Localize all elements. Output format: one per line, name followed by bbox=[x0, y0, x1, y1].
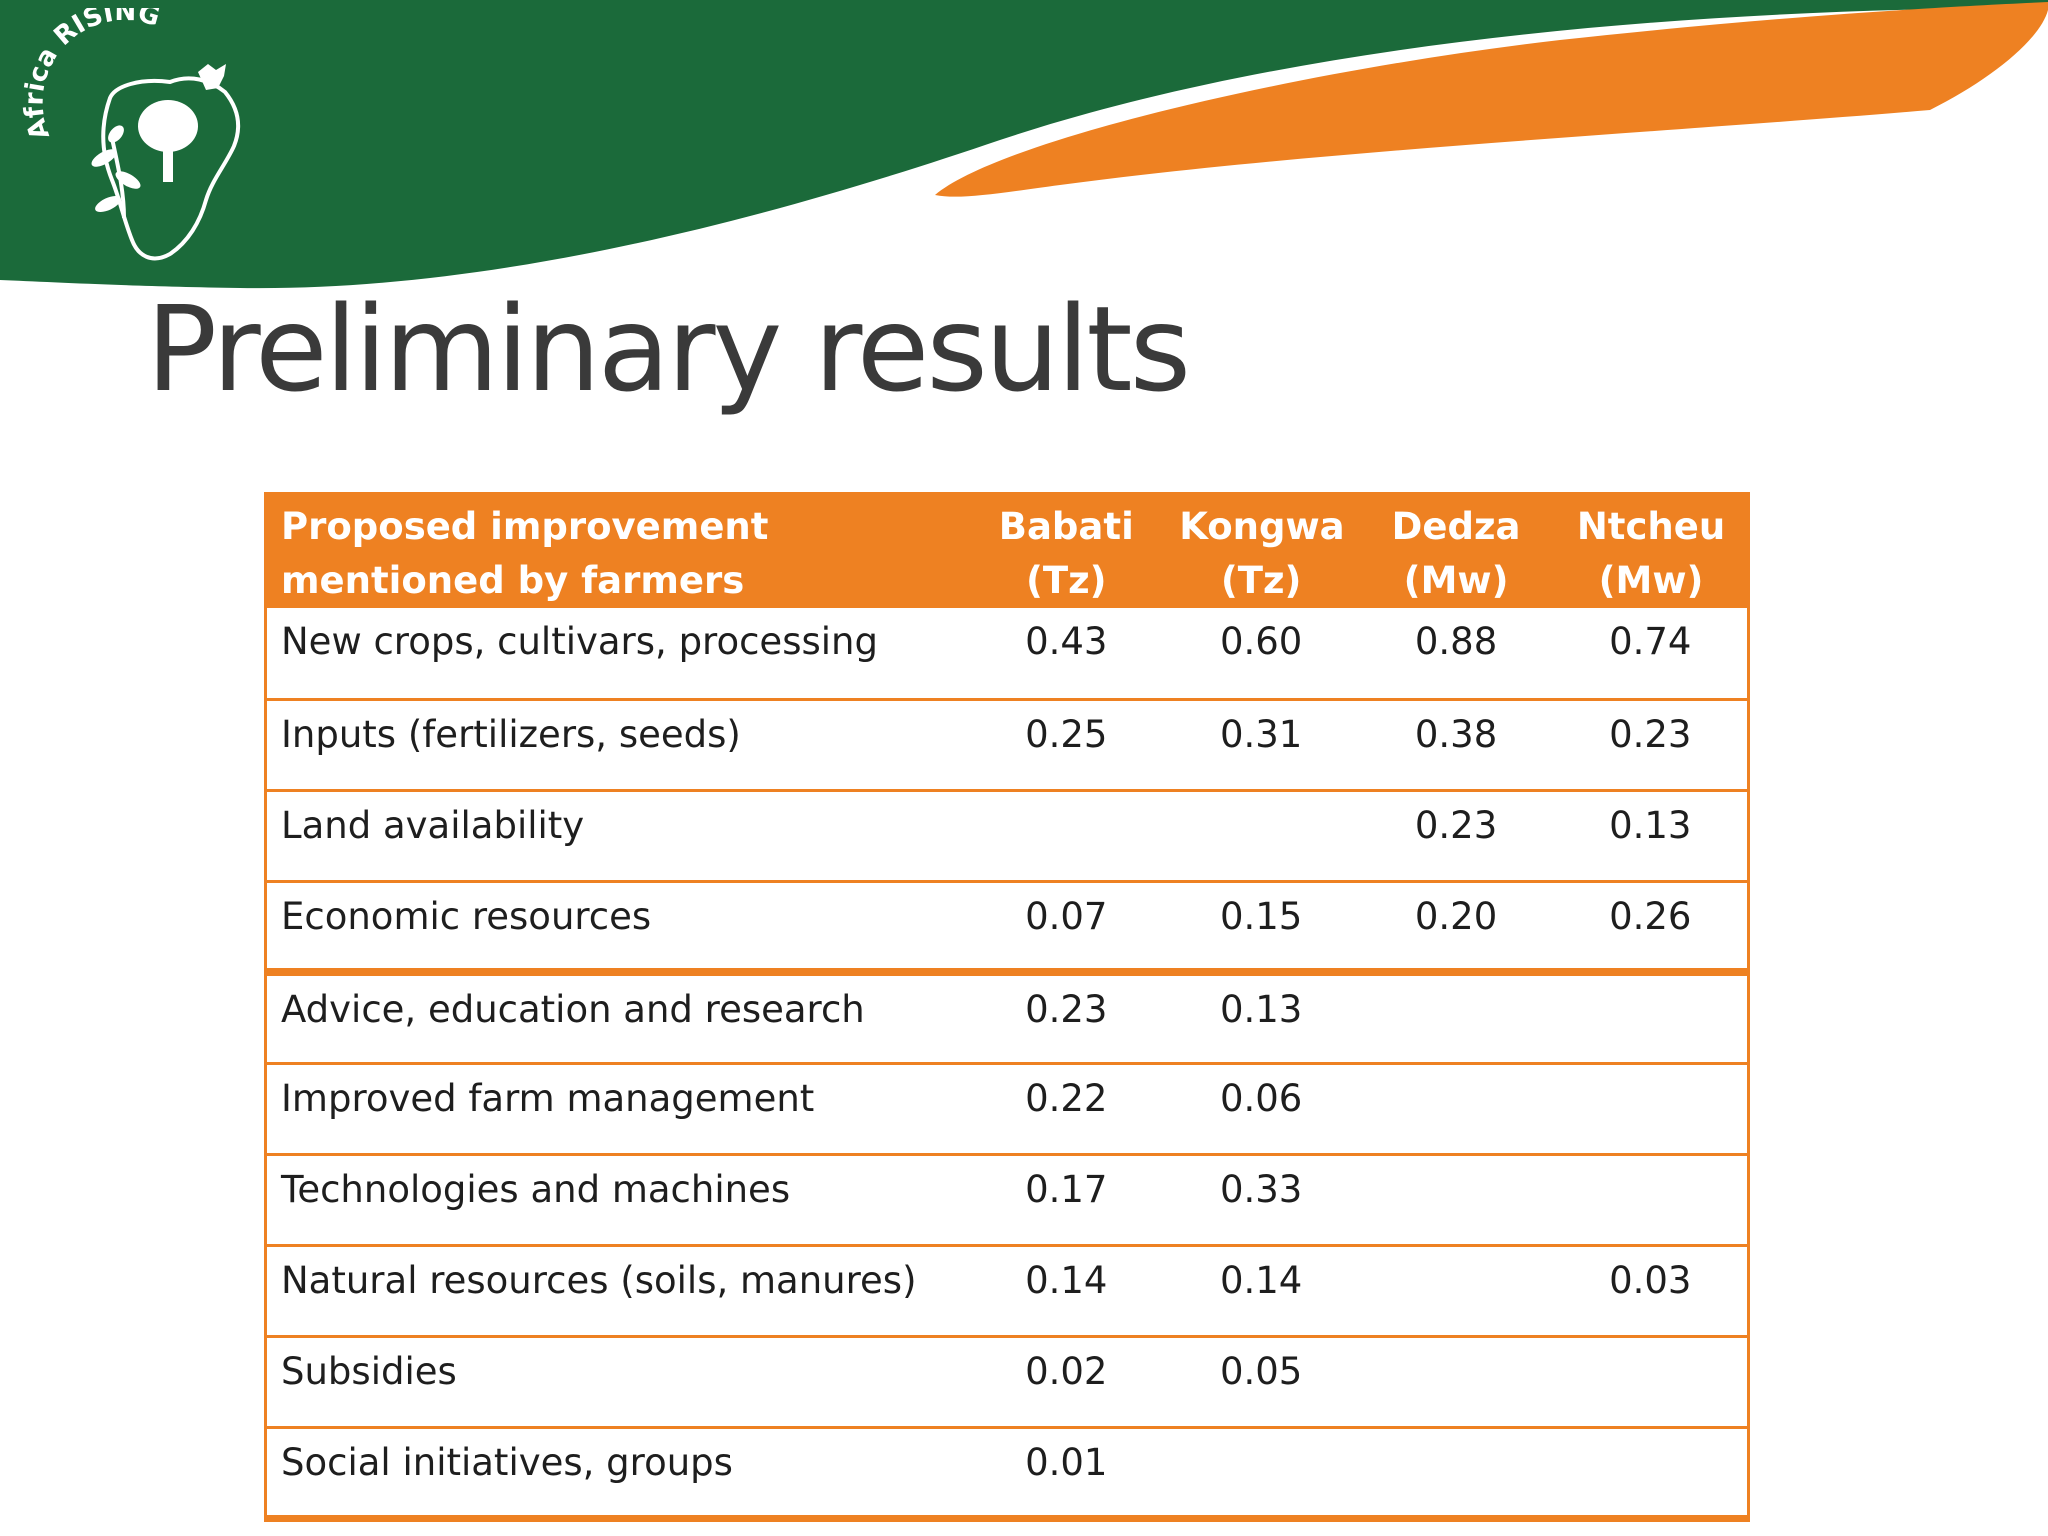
cell-babati: 0.02 bbox=[968, 1336, 1164, 1429]
cell-dedza bbox=[1358, 1154, 1554, 1247]
cell-kongwa bbox=[1163, 790, 1359, 883]
table-row: Social initiatives, groups 0.01 bbox=[263, 1427, 1750, 1522]
cell-dedza bbox=[1358, 1063, 1554, 1156]
row-label: Natural resources (soils, manures) bbox=[263, 1245, 969, 1338]
table-row: Technologies and machines 0.17 0.33 bbox=[263, 1154, 1750, 1247]
cell-ntcheu: 0.03 bbox=[1553, 1245, 1750, 1338]
row-label: Inputs (fertilizers, seeds) bbox=[263, 699, 969, 792]
header-label-line1: Proposed improvement bbox=[281, 505, 769, 548]
cell-babati: 0.17 bbox=[968, 1154, 1164, 1247]
cell-babati: 0.43 bbox=[968, 608, 1164, 701]
cell-ntcheu bbox=[1553, 1063, 1750, 1156]
cell-ntcheu: 0.23 bbox=[1553, 699, 1750, 792]
table-row: Land availability 0.23 0.13 bbox=[263, 790, 1750, 883]
row-label: Technologies and machines bbox=[263, 1154, 969, 1247]
cell-kongwa: 0.33 bbox=[1163, 1154, 1359, 1247]
table-row: Natural resources (soils, manures) 0.14 … bbox=[263, 1245, 1750, 1338]
table-row: Inputs (fertilizers, seeds) 0.25 0.31 0.… bbox=[263, 699, 1750, 792]
table-row: Improved farm management 0.22 0.06 bbox=[263, 1063, 1750, 1156]
header-dedza: Dedza (Mw) bbox=[1357, 492, 1556, 608]
row-label: Social initiatives, groups bbox=[263, 1427, 969, 1522]
cell-dedza bbox=[1358, 1427, 1554, 1522]
table-header-row: Proposed improvement mentioned by farmer… bbox=[263, 492, 1750, 608]
cell-babati: 0.01 bbox=[968, 1427, 1164, 1522]
cell-ntcheu bbox=[1553, 1336, 1750, 1429]
header-kongwa: Kongwa (Tz) bbox=[1162, 492, 1361, 608]
table-row: New crops, cultivars, processing 0.43 0.… bbox=[263, 608, 1750, 701]
header-col-country: (Tz) bbox=[1025, 559, 1107, 602]
cell-dedza: 0.20 bbox=[1358, 881, 1554, 976]
table-row: Subsidies 0.02 0.05 bbox=[263, 1336, 1750, 1429]
cell-kongwa: 0.13 bbox=[1163, 972, 1359, 1065]
cell-babati: 0.23 bbox=[968, 972, 1164, 1065]
header-label-line2: mentioned by farmers bbox=[281, 559, 745, 602]
cell-kongwa: 0.15 bbox=[1163, 881, 1359, 976]
cell-babati bbox=[968, 790, 1164, 883]
results-table: Proposed improvement mentioned by farmer… bbox=[263, 492, 1750, 1522]
cell-kongwa: 0.14 bbox=[1163, 1245, 1359, 1338]
row-label: New crops, cultivars, processing bbox=[263, 608, 969, 701]
cell-kongwa: 0.60 bbox=[1163, 608, 1359, 701]
cell-dedza: 0.23 bbox=[1358, 790, 1554, 883]
cell-ntcheu bbox=[1553, 1154, 1750, 1247]
cell-ntcheu bbox=[1553, 1427, 1750, 1522]
cell-dedza bbox=[1358, 972, 1554, 1065]
header-improvement: Proposed improvement mentioned by farmer… bbox=[263, 492, 971, 608]
cell-ntcheu bbox=[1553, 972, 1750, 1065]
cell-ntcheu: 0.74 bbox=[1553, 608, 1750, 701]
cell-ntcheu: 0.26 bbox=[1553, 881, 1750, 976]
cell-ntcheu: 0.13 bbox=[1553, 790, 1750, 883]
cell-dedza bbox=[1358, 1245, 1554, 1338]
cell-kongwa bbox=[1163, 1427, 1359, 1522]
orange-swoosh bbox=[935, 2, 2048, 197]
header-col-country: (Mw) bbox=[1598, 559, 1704, 602]
row-label: Land availability bbox=[263, 790, 969, 883]
africa-rising-logo: Africa RISING bbox=[20, 8, 241, 261]
row-label: Improved farm management bbox=[263, 1063, 969, 1156]
cell-dedza: 0.88 bbox=[1358, 608, 1554, 701]
cell-dedza: 0.38 bbox=[1358, 699, 1554, 792]
table-row: Advice, education and research 0.23 0.13 bbox=[263, 972, 1750, 1065]
cow-icon bbox=[198, 64, 226, 90]
cell-babati: 0.14 bbox=[968, 1245, 1164, 1338]
cell-babati: 0.07 bbox=[968, 881, 1164, 976]
header-col-country: (Tz) bbox=[1220, 559, 1302, 602]
slide-title: Preliminary results bbox=[146, 280, 1191, 418]
tree-icon bbox=[138, 100, 198, 152]
header-babati: Babati (Tz) bbox=[967, 492, 1166, 608]
header-col-name: Dedza bbox=[1391, 505, 1521, 548]
africa-outline bbox=[101, 76, 241, 261]
cell-babati: 0.25 bbox=[968, 699, 1164, 792]
row-label: Economic resources bbox=[263, 881, 969, 976]
cell-kongwa: 0.05 bbox=[1163, 1336, 1359, 1429]
row-label: Subsidies bbox=[263, 1336, 969, 1429]
header-col-name: Ntcheu bbox=[1576, 505, 1726, 548]
header-ntcheu: Ntcheu (Mw) bbox=[1552, 492, 1750, 608]
header-col-name: Kongwa bbox=[1179, 505, 1345, 548]
cell-kongwa: 0.31 bbox=[1163, 699, 1359, 792]
header-col-name: Babati bbox=[998, 505, 1134, 548]
cell-babati: 0.22 bbox=[968, 1063, 1164, 1156]
cell-kongwa: 0.06 bbox=[1163, 1063, 1359, 1156]
table-row: Economic resources 0.07 0.15 0.20 0.26 bbox=[263, 881, 1750, 976]
header-banner bbox=[0, 0, 2048, 289]
results-table-container: Proposed improvement mentioned by farmer… bbox=[263, 492, 1750, 1522]
cell-dedza bbox=[1358, 1336, 1554, 1429]
header-col-country: (Mw) bbox=[1403, 559, 1509, 602]
row-label: Advice, education and research bbox=[263, 972, 969, 1065]
green-swoosh bbox=[0, 0, 2048, 289]
